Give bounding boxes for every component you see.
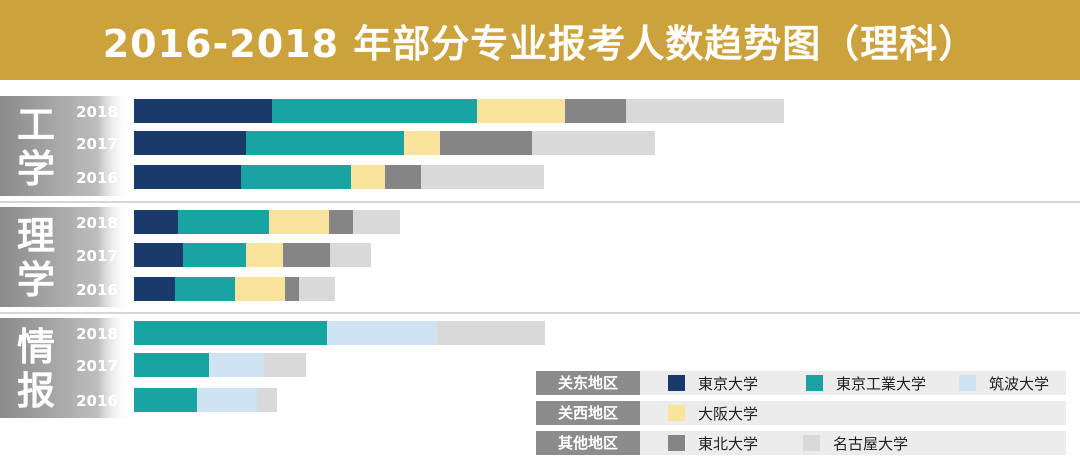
group-label-工学-1: 学 <box>17 147 55 191</box>
bar-segment-理学-2018-東京大学 <box>134 210 178 234</box>
legend-swatch-東京大学 <box>668 375 685 391</box>
bar-segment-情报-2016-東京工業大学 <box>134 388 197 412</box>
bar-segment-理学-2016-名古屋大学 <box>299 277 335 301</box>
group-label-background <box>0 96 130 196</box>
year-label: 2018 <box>76 103 118 121</box>
bar-segment-理学-2017-名古屋大学 <box>330 243 371 267</box>
bar-segment-情报-2018-筑波大学 <box>327 321 437 345</box>
bar-segment-理学-2017-東北大学 <box>283 243 330 267</box>
bar-segment-理学-2016-東京工業大学 <box>175 277 235 301</box>
bar-segment-理学-2016-東京大学 <box>134 277 175 301</box>
group-label-理学-1: 学 <box>17 258 55 302</box>
title-bar: 2016-2018 年部分专业报考人数趋势图（理科） <box>0 0 1080 80</box>
bar-segment-理学-2016-大阪大学 <box>235 277 285 301</box>
year-label: 2016 <box>76 281 118 299</box>
legend-label-東京大学: 東京大学 <box>698 375 758 393</box>
legend-swatch-筑波大学 <box>959 375 976 391</box>
bar-segment-工学-2017-東北大学 <box>440 131 532 155</box>
bar-segment-情报-2018-東京工業大学 <box>134 321 327 345</box>
bar-segment-工学-2017-大阪大学 <box>404 131 440 155</box>
bar-segment-理学-2017-東京工業大学 <box>183 243 246 267</box>
group-label-情报-1: 报 <box>17 369 55 413</box>
legend-region-label: 关西地区 <box>558 404 618 422</box>
bar-segment-工学-2017-東京工業大学 <box>246 131 404 155</box>
legend-region-label: 关东地区 <box>558 374 618 392</box>
chart-title: 2016-2018 年部分专业报考人数趋势图（理科） <box>102 21 978 66</box>
year-label: 2017 <box>76 357 118 375</box>
group-label-情报-0: 情 <box>17 325 55 369</box>
bar-segment-情报-2016-名古屋大学 <box>257 388 277 412</box>
bar-segment-理学-2018-大阪大学 <box>269 210 329 234</box>
legend-region-label-bg <box>536 431 640 455</box>
bar-segment-情报-2017-東京工業大学 <box>134 353 209 377</box>
year-label: 2016 <box>76 169 118 187</box>
bar-segment-工学-2018-東京大学 <box>134 99 272 123</box>
bar-segment-理学-2016-東北大学 <box>285 277 299 301</box>
legend-swatch-東北大学 <box>668 435 685 451</box>
bar-segment-工学-2018-名古屋大学 <box>626 99 784 123</box>
bar-segment-理学-2017-大阪大学 <box>246 243 283 267</box>
bar-segment-工学-2018-東京工業大学 <box>272 99 477 123</box>
legend-label-名古屋大学: 名古屋大学 <box>833 435 908 453</box>
bar-segment-工学-2016-東北大学 <box>385 165 421 189</box>
bar-segment-情报-2017-筑波大学 <box>209 353 264 377</box>
legend-label-筑波大学: 筑波大学 <box>989 375 1049 393</box>
year-label: 2017 <box>76 247 118 265</box>
bar-segment-工学-2018-大阪大学 <box>477 99 565 123</box>
group-label-理学-0: 理 <box>17 214 55 258</box>
bar-segment-情报-2018-名古屋大学 <box>437 321 545 345</box>
bar-segment-工学-2016-東京大学 <box>134 165 241 189</box>
bar-segment-工学-2017-東京大学 <box>134 131 246 155</box>
bar-segment-情报-2016-筑波大学 <box>197 388 257 412</box>
group-label-background <box>0 207 130 307</box>
legend-swatch-東京工業大学 <box>806 375 823 391</box>
group-label-background <box>0 318 130 418</box>
legend-region-label-bg <box>536 401 640 425</box>
bar-segment-理学-2018-東北大学 <box>329 210 353 234</box>
bar-segment-情报-2017-名古屋大学 <box>264 353 306 377</box>
bar-segment-工学-2016-名古屋大学 <box>421 165 544 189</box>
bar-segment-工学-2016-東京工業大学 <box>241 165 351 189</box>
legend-region-label-bg <box>536 371 640 395</box>
bar-segment-工学-2016-大阪大学 <box>351 165 385 189</box>
bar-segment-理学-2018-名古屋大学 <box>353 210 400 234</box>
bar-segment-工学-2017-名古屋大学 <box>532 131 655 155</box>
legend-label-東京工業大学: 東京工業大学 <box>836 375 926 393</box>
legend-label-東北大学: 東北大学 <box>698 435 758 453</box>
year-label: 2018 <box>76 325 118 343</box>
group-label-工学-0: 工 <box>17 103 55 147</box>
year-label: 2016 <box>76 392 118 410</box>
bar-segment-理学-2017-東京大学 <box>134 243 183 267</box>
year-label: 2017 <box>76 135 118 153</box>
year-label: 2018 <box>76 214 118 232</box>
legend-label-大阪大学: 大阪大学 <box>698 405 758 423</box>
bar-segment-工学-2018-東北大学 <box>565 99 626 123</box>
legend-swatch-名古屋大学 <box>803 435 820 451</box>
legend-swatch-大阪大学 <box>668 405 685 421</box>
bar-segment-理学-2018-東京工業大学 <box>178 210 269 234</box>
legend-region-label: 其他地区 <box>558 434 618 452</box>
